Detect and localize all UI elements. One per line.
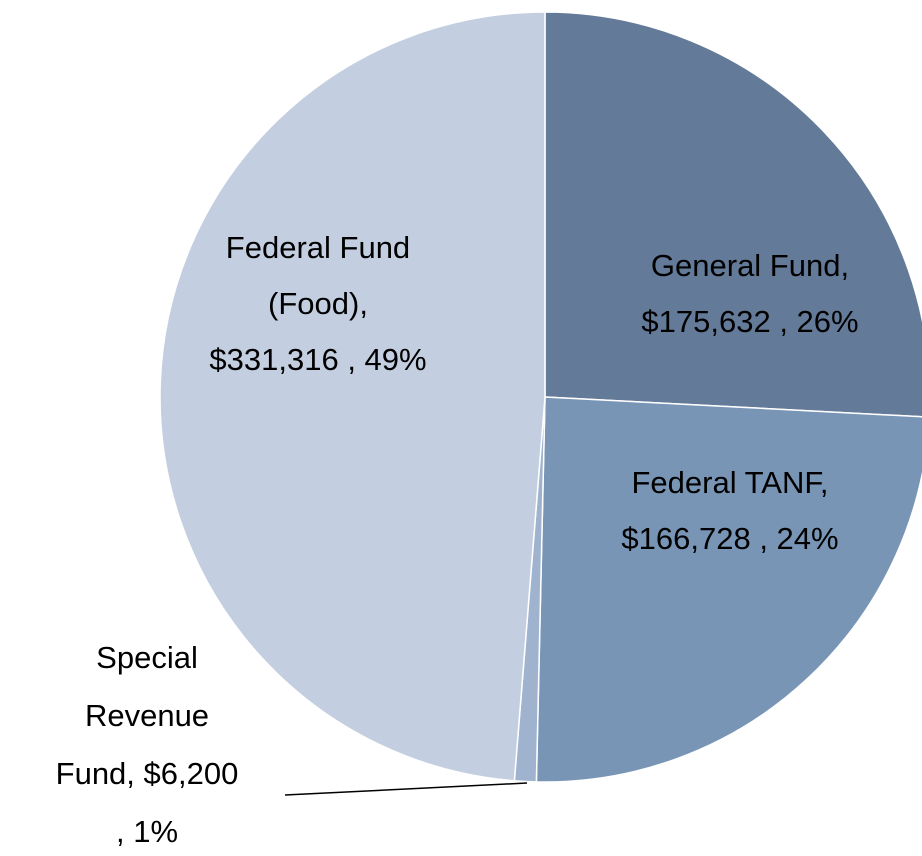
data-label: (Food), — [268, 286, 368, 321]
data-label: $331,316 , 49% — [209, 342, 426, 377]
pie-slice — [159, 11, 546, 782]
pie-slice — [544, 11, 922, 418]
data-label: General Fund, — [651, 248, 849, 283]
leader-line — [284, 782, 528, 796]
data-label: $166,728 , 24% — [621, 521, 838, 556]
data-label: Federal Fund — [226, 230, 410, 265]
data-label: Special — [96, 640, 198, 675]
data-label: Federal TANF, — [632, 465, 829, 500]
pie-slice — [535, 396, 922, 783]
data-label: $175,632 , 26% — [641, 304, 858, 339]
data-label: Revenue — [85, 698, 209, 733]
data-label: , 1% — [116, 814, 178, 849]
data-label: Fund, $6,200 — [56, 756, 239, 791]
